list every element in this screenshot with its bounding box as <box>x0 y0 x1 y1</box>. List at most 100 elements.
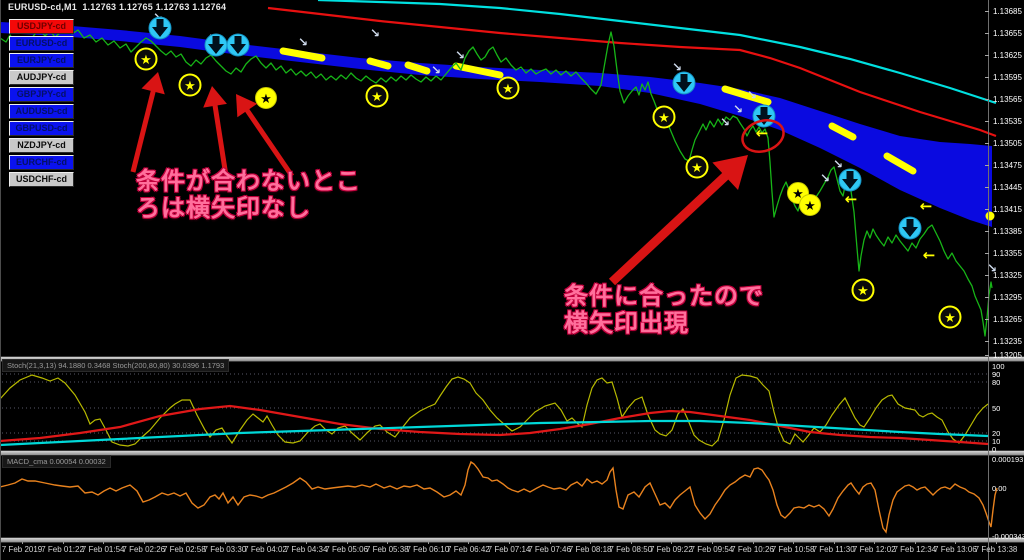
price-scale-label: 1.13475 <box>993 161 1022 170</box>
time-axis-tick <box>346 541 348 544</box>
symbol-button-eurchf-cd[interactable]: EURCHF-cd <box>9 155 74 170</box>
macd-label: MACD_cma 0.00054 0.00032 <box>2 455 111 468</box>
time-axis-tick <box>630 541 632 544</box>
time-axis-tick <box>306 541 308 544</box>
symbol-timeframe: EURUSD-cd,M1 <box>8 2 77 12</box>
symbol-button-gbpjpy-cd[interactable]: GBPJPY-cd <box>9 87 74 102</box>
down-right-arrow-icon: ↘ <box>455 48 465 62</box>
time-axis-tick <box>22 541 23 544</box>
price-scale-tick <box>985 209 989 210</box>
time-axis-tick <box>914 541 916 544</box>
star-badge <box>685 155 709 179</box>
time-axis-label: 7 Feb 12:02 <box>852 545 896 554</box>
star-icon: ★ <box>140 53 152 68</box>
left-arrow-icon: ← <box>845 190 858 208</box>
time-axis-tick <box>874 541 876 544</box>
price-scale-label: 1.13295 <box>993 293 1022 302</box>
symbol-button-audusd-cd[interactable]: AUDUSD-cd <box>9 104 74 119</box>
time-axis-label: 7 Feb 03:30 <box>203 545 247 554</box>
price-scale-label: 1.13355 <box>993 249 1022 258</box>
time-axis-label: 7 Feb 11:30 <box>812 545 855 554</box>
down-right-arrow-icon: ↘ <box>987 261 997 275</box>
time-axis-tick <box>955 541 957 544</box>
price-scale-label: 1.13235 <box>993 337 1022 346</box>
price-scale-label: 1.13685 <box>993 7 1022 16</box>
time-axis-tick <box>265 541 267 544</box>
symbol-button-gbpusd-cd[interactable]: GBPUSD-cd <box>9 121 74 136</box>
yellow-dash-marker <box>721 85 772 106</box>
star-badge <box>938 305 962 329</box>
symbol-button-usdjpy-cd[interactable]: USDJPY-cd <box>9 19 74 34</box>
star-badge <box>851 278 875 302</box>
time-axis-label: 7 Feb 10:26 <box>731 545 774 554</box>
time-axis-tick <box>752 541 754 544</box>
star-badge-filled <box>799 194 821 216</box>
time-axis-label: 7 Feb 2019 <box>1 545 43 554</box>
stochastic-main-line <box>0 374 989 447</box>
symbol-button-usdchf-cd[interactable]: USDCHF-cd <box>9 172 74 187</box>
price-scale-tick <box>985 11 989 12</box>
price-scale-label: 1.13625 <box>993 51 1022 60</box>
down-arrow-icon <box>756 107 772 125</box>
price-scale-label: 1.13595 <box>993 73 1022 82</box>
ma-channel-band <box>0 22 992 227</box>
price-scale-label: 1.13505 <box>993 139 1022 148</box>
time-axis-tick <box>833 541 835 544</box>
down-right-arrow-icon: ↘ <box>733 102 743 116</box>
macd-scale-label: 0.00 <box>992 484 1007 493</box>
time-axis-label: 7 Feb 12:34 <box>893 545 937 554</box>
yellow-dash-marker <box>279 47 326 62</box>
price-scale-tick <box>985 275 989 276</box>
stochastic-scale-label: 10 <box>992 437 1001 446</box>
time-axis-tick <box>184 541 186 544</box>
time-axis-label: 7 Feb 05:38 <box>365 545 409 554</box>
left-arrow-icon: ← <box>923 246 936 264</box>
time-axis-label: 7 Feb 04:34 <box>284 545 328 554</box>
macd-line <box>0 460 998 534</box>
yellow-dash-marker <box>452 62 504 79</box>
symbol-button-nzdjpy-cd[interactable]: NZDJPY-cd <box>9 138 74 153</box>
red-circle-highlight <box>741 119 785 153</box>
left-arrow-icon: ← <box>920 197 933 215</box>
stochastic-scale-label: 50 <box>992 404 1001 413</box>
time-axis-tick <box>468 541 470 544</box>
down-right-arrow-icon: ↘ <box>833 157 843 171</box>
price-scale-label: 1.13415 <box>993 205 1022 214</box>
price-scale-label: 1.13265 <box>993 315 1022 324</box>
price-scale-label: 1.13565 <box>993 95 1022 104</box>
price-scale-label: 1.13205 <box>993 351 1022 360</box>
time-axis-label: 7 Feb 07:46 <box>528 545 571 554</box>
time-axis-label: 7 Feb 08:50 <box>609 545 653 554</box>
separator-indicator1-indicator2[interactable] <box>0 450 1024 456</box>
time-axis-label: 7 Feb 13:38 <box>974 545 1018 554</box>
time-axis-label: 7 Feb 09:54 <box>690 545 734 554</box>
time-axis-label: 7 Feb 01:54 <box>81 545 125 554</box>
macd-scale-label: -0.000343 <box>992 532 1024 541</box>
stochastic-red-signal-line <box>0 404 989 446</box>
symbol-button-eurjpy-cd[interactable]: EURJPY-cd <box>9 53 74 68</box>
symbol-button-audjpy-cd[interactable]: AUDJPY-cd <box>9 70 74 85</box>
down-right-arrow-icon: ↘ <box>298 35 308 49</box>
down-right-arrow-icon: ↘ <box>720 115 730 129</box>
time-axis-label: 7 Feb 01:22 <box>41 545 84 554</box>
star-icon: ★ <box>658 111 670 126</box>
symbol-button-eurusd-cd[interactable]: EURUSD-cd <box>9 36 74 51</box>
price-scale-tick <box>985 55 989 56</box>
red-annotation-arrow <box>212 103 229 177</box>
stochastic-label: Stoch(21,3,13) 94.1880 0.3468 Stoch(200,… <box>2 359 230 372</box>
time-axis-label: 7 Feb 04:02 <box>244 545 287 554</box>
time-axis-label: 7 Feb 02:58 <box>162 545 206 554</box>
time-axis-tick <box>711 541 713 544</box>
star-icon: ★ <box>502 82 514 97</box>
yellow-dash-marker <box>828 122 857 141</box>
down-arrow-icon <box>152 19 168 37</box>
red-annotation-arrowhead <box>141 72 165 95</box>
symbol-button-panel: USDJPY-cd EURUSD-cd EURJPY-cd AUDJPY-cd GBPJ… <box>9 19 75 189</box>
time-axis-label: 7 Feb 13:06 <box>934 545 977 554</box>
star-badge <box>178 73 202 97</box>
separator-main-indicator1[interactable] <box>0 356 1024 362</box>
price-scale-label: 1.13325 <box>993 271 1022 280</box>
price-scale-tick <box>985 297 989 298</box>
annotation-arrow-appeared-line1: 条件に合ったので <box>564 282 764 310</box>
